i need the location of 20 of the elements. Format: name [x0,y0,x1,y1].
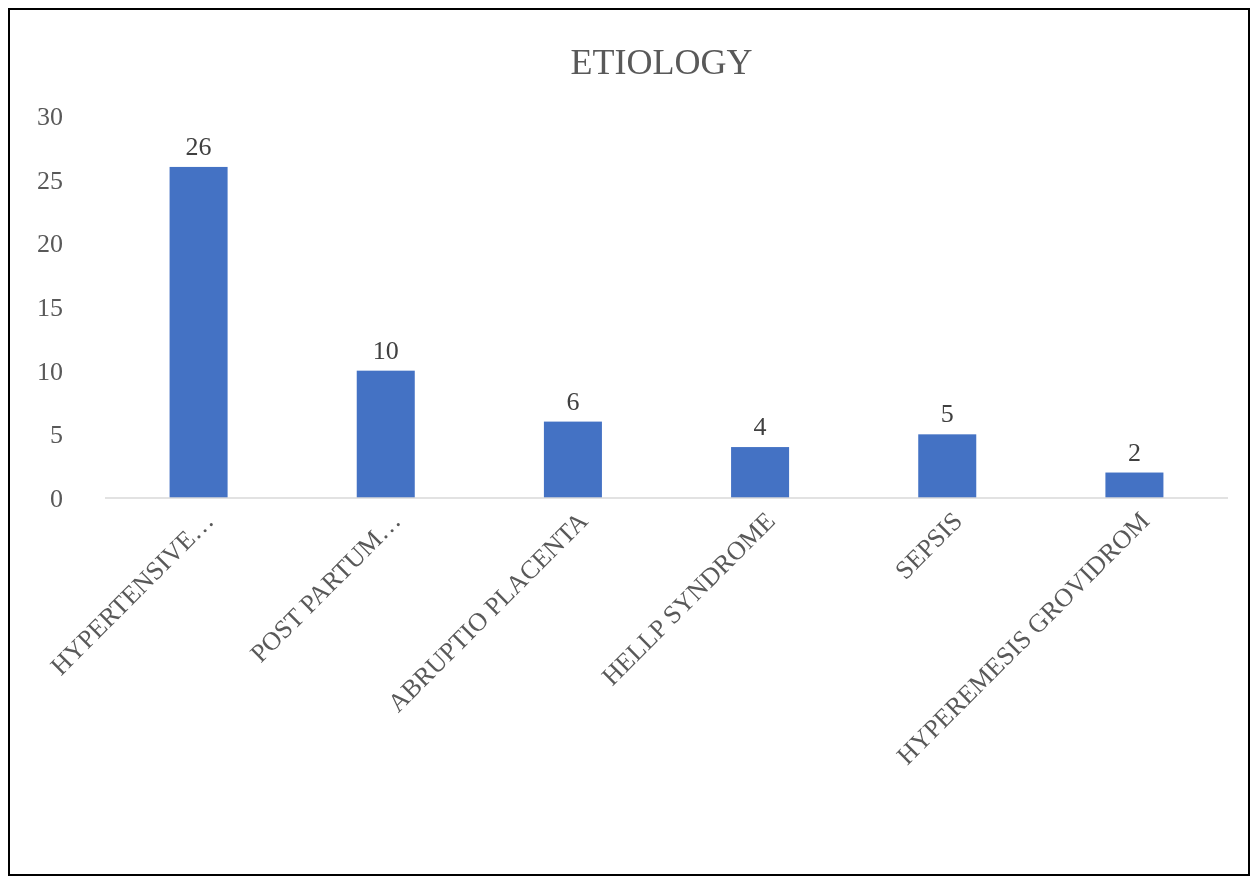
bar [918,434,977,498]
y-tick-label: 15 [37,293,63,323]
bar [1105,472,1164,498]
y-tick-label: 10 [37,356,63,386]
data-label: 5 [940,399,954,429]
y-tick-label: 0 [50,484,63,514]
y-tick-label: 25 [37,165,63,195]
bar [543,421,602,498]
bar [356,370,415,498]
y-tick-label: 20 [37,229,63,259]
data-label: 10 [372,335,399,365]
y-tick-label: 30 [37,102,63,132]
data-label: 26 [185,131,212,161]
chart-title: ETIOLOGY [570,42,753,82]
data-label: 2 [1127,437,1141,467]
data-label: 6 [566,386,580,416]
data-label: 4 [753,412,767,442]
bar [169,166,228,498]
bar [731,447,790,498]
y-tick-label: 5 [50,420,63,450]
